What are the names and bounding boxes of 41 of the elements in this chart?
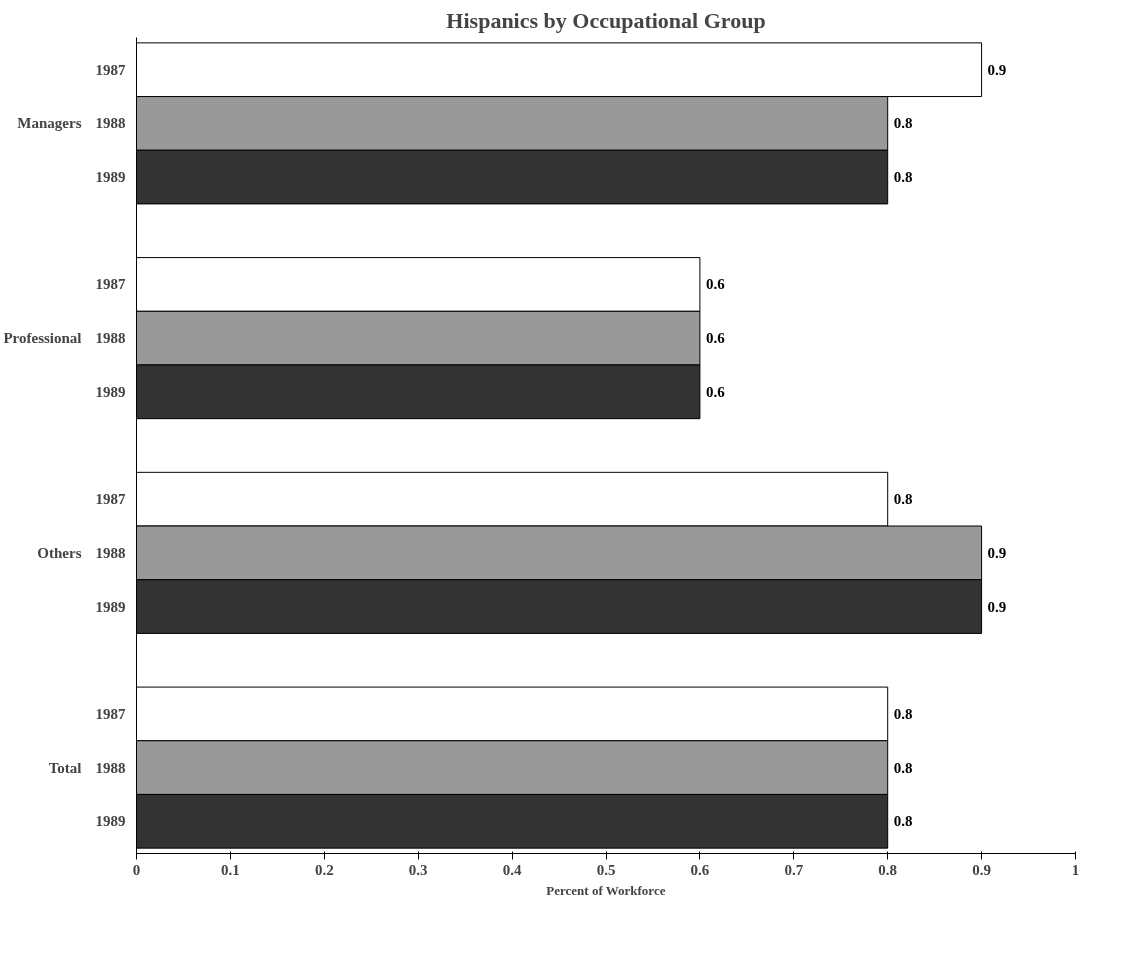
text: 1989 bbox=[95, 383, 126, 400]
text: 1987 bbox=[95, 705, 126, 722]
x-tick-label: 0.8 bbox=[878, 861, 898, 878]
series-label: 1987 bbox=[95, 61, 126, 78]
y-tick-label: Total bbox=[48, 759, 82, 776]
y-tick-label: Managers bbox=[17, 115, 82, 132]
text: 1988 bbox=[95, 759, 126, 776]
x-tick-label: 0 bbox=[132, 861, 141, 878]
series-label: 1988 bbox=[95, 115, 126, 132]
x-tick-label: 0.4 bbox=[502, 861, 522, 878]
x-tick-label: 1 bbox=[1071, 861, 1080, 878]
x-tick-label: 0.2 bbox=[314, 861, 334, 878]
data-label: 0.8 bbox=[893, 491, 913, 508]
x-tick-label: 0.5 bbox=[596, 861, 616, 878]
text: 1987 bbox=[95, 491, 126, 508]
text: 1989 bbox=[95, 598, 126, 615]
series-label: 1989 bbox=[95, 169, 126, 186]
data-label: 0.9 bbox=[987, 544, 1007, 561]
x-tick-label: 0.3 bbox=[408, 861, 428, 878]
y-tick-label: Professional bbox=[3, 330, 82, 347]
data-label: 0.8 bbox=[893, 705, 913, 722]
x-axis-title: Percent of Workforce bbox=[546, 882, 666, 898]
data-label: 0.8 bbox=[893, 813, 913, 830]
text: 1988 bbox=[95, 544, 126, 561]
data-label: 0.8 bbox=[893, 115, 913, 132]
x-tick-label: 0.9 bbox=[972, 861, 991, 878]
chart-title: Hispanics by Occupational Group bbox=[446, 7, 766, 33]
text: 1987 bbox=[95, 276, 126, 293]
data-label: 0.8 bbox=[893, 759, 913, 776]
data-label: 0.6 bbox=[705, 276, 726, 293]
y-tick-label: Others bbox=[37, 544, 82, 561]
x-tick-label: 0.6 bbox=[690, 861, 710, 878]
text: 1988 bbox=[95, 330, 126, 347]
data-label: 0.9 bbox=[987, 61, 1007, 78]
data-label: 0.9 bbox=[987, 598, 1007, 615]
data-label: 0.8 bbox=[893, 169, 913, 186]
text: 1989 bbox=[95, 813, 126, 830]
data-label: 0.6 bbox=[705, 330, 726, 347]
x-tick-label: 0.1 bbox=[221, 861, 240, 878]
x-tick-label: 0.7 bbox=[784, 861, 804, 878]
data-label: 0.6 bbox=[705, 383, 726, 400]
